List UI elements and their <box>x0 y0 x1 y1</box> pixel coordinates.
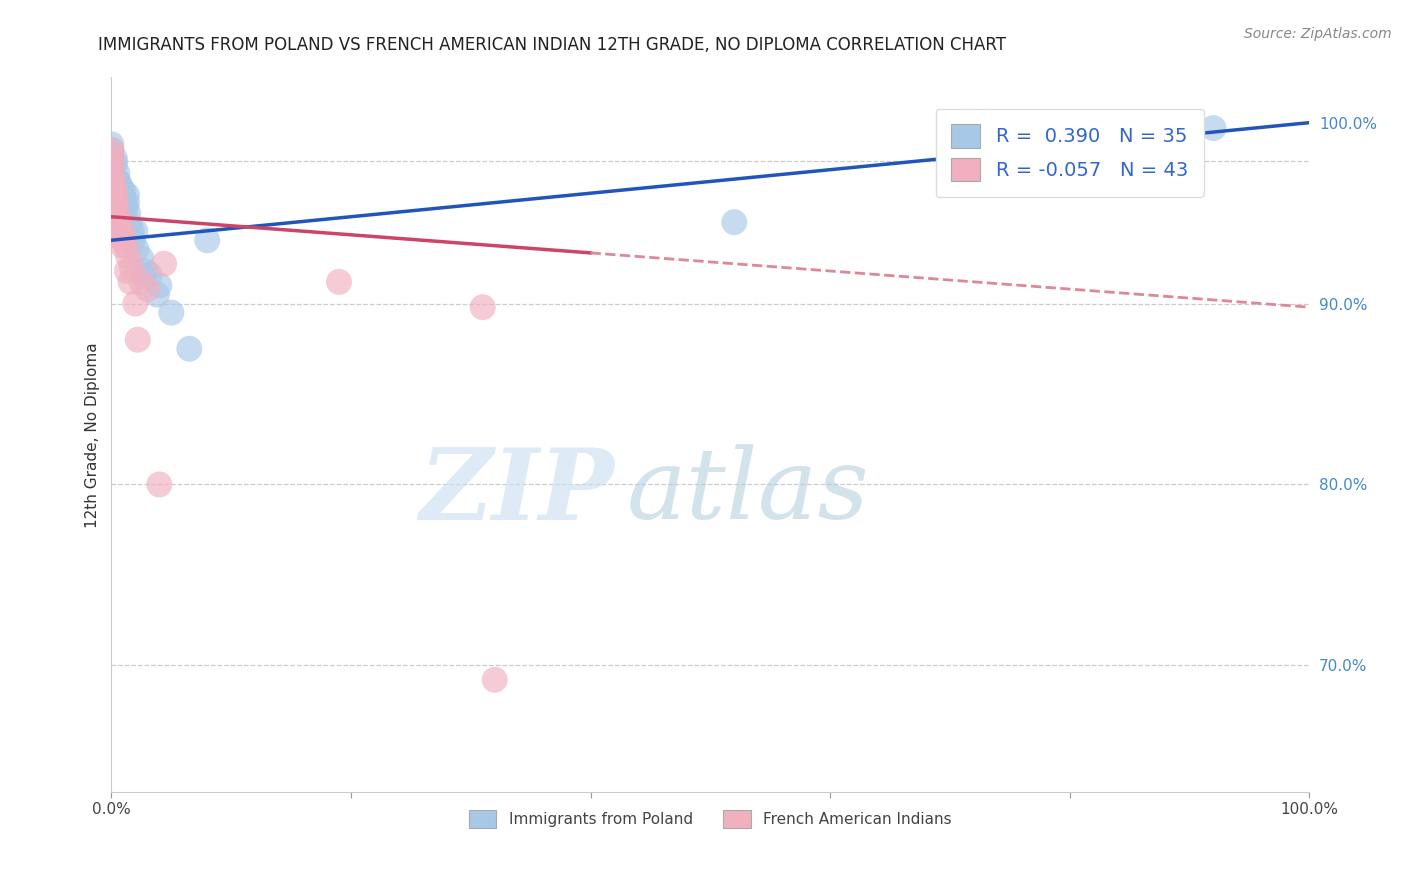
Point <box>114 238 136 252</box>
Point <box>100 155 122 169</box>
Point <box>471 300 494 314</box>
Point <box>110 181 132 195</box>
Point <box>153 257 176 271</box>
Point <box>112 227 135 242</box>
Point <box>131 252 153 266</box>
Point <box>122 233 145 247</box>
Point <box>103 185 125 199</box>
Point <box>723 215 745 229</box>
Point <box>108 224 131 238</box>
Point <box>101 181 124 195</box>
Point <box>101 173 124 187</box>
Point <box>105 208 128 222</box>
Point <box>104 188 127 202</box>
Point <box>108 178 131 193</box>
Text: ZIP: ZIP <box>419 443 614 541</box>
Point <box>103 178 125 193</box>
Point <box>121 224 143 238</box>
Point <box>125 242 148 256</box>
Point <box>105 173 128 187</box>
Point <box>148 278 170 293</box>
Legend: Immigrants from Poland, French American Indians: Immigrants from Poland, French American … <box>463 804 957 834</box>
Point <box>118 217 141 231</box>
Text: atlas: atlas <box>627 444 869 540</box>
Point <box>105 215 128 229</box>
Point <box>328 275 350 289</box>
Point <box>100 166 122 180</box>
Point <box>179 342 201 356</box>
Point <box>484 673 506 687</box>
Text: Source: ZipAtlas.com: Source: ZipAtlas.com <box>1244 27 1392 41</box>
Point <box>121 260 143 275</box>
Point <box>105 206 128 220</box>
Point <box>160 305 183 319</box>
Point <box>107 213 129 227</box>
Point <box>104 195 127 210</box>
Point <box>124 296 146 310</box>
Point <box>108 229 131 244</box>
Point <box>105 166 128 180</box>
Point <box>195 233 218 247</box>
Point <box>110 224 132 238</box>
Point <box>104 152 127 166</box>
Point <box>111 238 134 252</box>
Point <box>139 268 162 282</box>
Point <box>100 143 122 157</box>
Y-axis label: 12th Grade, No Diploma: 12th Grade, No Diploma <box>86 342 100 527</box>
Point <box>148 477 170 491</box>
Point <box>112 192 135 206</box>
Point <box>110 231 132 245</box>
Point <box>100 177 122 191</box>
Point <box>115 195 138 210</box>
Point <box>107 220 129 235</box>
Point <box>104 202 127 217</box>
Point <box>1202 121 1225 136</box>
Point <box>112 185 135 199</box>
Point <box>134 264 156 278</box>
Point <box>114 201 136 215</box>
Point <box>100 161 122 175</box>
Point <box>105 220 128 235</box>
Point <box>100 143 122 157</box>
Point <box>120 275 142 289</box>
Point <box>107 175 129 189</box>
Point <box>117 206 139 220</box>
Point <box>100 148 122 162</box>
Text: IMMIGRANTS FROM POLAND VS FRENCH AMERICAN INDIAN 12TH GRADE, NO DIPLOMA CORRELAT: IMMIGRANTS FROM POLAND VS FRENCH AMERICA… <box>98 36 1007 54</box>
Point <box>105 197 128 211</box>
Point <box>103 192 125 206</box>
Point <box>104 157 127 171</box>
Point <box>100 137 122 152</box>
Point <box>124 224 146 238</box>
Point <box>104 210 127 224</box>
Point <box>127 333 149 347</box>
Point <box>146 287 169 301</box>
Point <box>100 169 122 184</box>
Point <box>136 282 159 296</box>
Point <box>100 148 122 162</box>
Point <box>114 197 136 211</box>
Point <box>110 188 132 202</box>
Point <box>115 264 138 278</box>
Point <box>117 250 139 264</box>
Point <box>131 275 153 289</box>
Point <box>115 188 138 202</box>
Point <box>132 269 155 284</box>
Point <box>100 155 122 169</box>
